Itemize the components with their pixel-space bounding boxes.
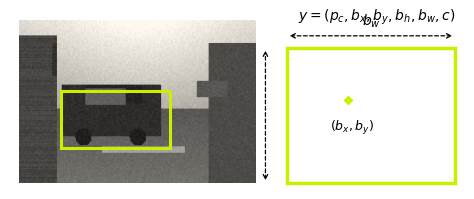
Text: $(b_x,b_y)$: $(b_x,b_y)$ — [330, 119, 374, 137]
Text: $b_h$: $b_h$ — [233, 107, 249, 124]
Text: $b_w$: $b_w$ — [362, 13, 381, 30]
Bar — [287, 48, 455, 183]
Text: $y=(p_c,b_x,b_y,b_h,b_w,c)$: $y=(p_c,b_x,b_y,b_h,b_w,c)$ — [298, 8, 456, 27]
Bar — [61, 91, 170, 148]
